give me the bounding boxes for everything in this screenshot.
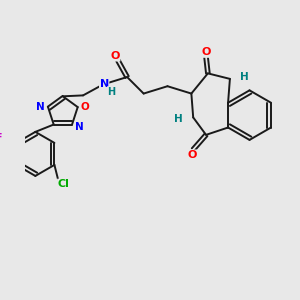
Text: N: N xyxy=(36,102,45,112)
Text: O: O xyxy=(110,51,120,61)
Text: F: F xyxy=(0,133,3,143)
Text: Cl: Cl xyxy=(58,179,70,189)
Text: O: O xyxy=(188,150,197,160)
Text: H: H xyxy=(107,87,116,97)
Text: O: O xyxy=(81,102,89,112)
Text: O: O xyxy=(201,47,211,57)
Text: N: N xyxy=(100,80,109,89)
Text: N: N xyxy=(75,122,84,132)
Text: H: H xyxy=(174,114,183,124)
Text: H: H xyxy=(240,72,249,82)
